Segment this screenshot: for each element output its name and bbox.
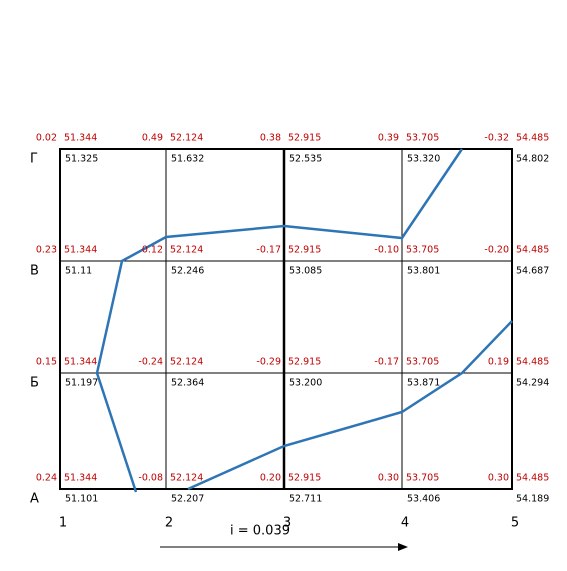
- work-mark: 0.19: [488, 357, 509, 368]
- natural-elevation: 51.11: [65, 266, 92, 277]
- work-mark: 0.24: [36, 473, 57, 484]
- column-label: 3: [283, 516, 291, 531]
- design-elevation: 51.344: [64, 473, 97, 484]
- design-elevation: 54.485: [516, 245, 549, 256]
- design-elevation: 54.485: [516, 357, 549, 368]
- design-elevation: 54.485: [516, 133, 549, 144]
- design-elevation: 51.344: [64, 133, 97, 144]
- natural-elevation: 52.364: [171, 378, 204, 389]
- natural-elevation: 53.200: [289, 378, 322, 389]
- row-label: А: [30, 492, 39, 507]
- design-elevation: 52.915: [288, 133, 321, 144]
- natural-elevation: 53.871: [407, 378, 440, 389]
- natural-elevation: 52.246: [171, 266, 204, 277]
- design-elevation: 53.705: [406, 245, 439, 256]
- natural-elevation: 52.535: [289, 154, 322, 165]
- design-elevation: 54.485: [516, 473, 549, 484]
- design-elevation: 53.705: [406, 357, 439, 368]
- work-mark: 0.38: [260, 133, 281, 144]
- design-elevation: 53.705: [406, 473, 439, 484]
- work-mark: 0.20: [260, 473, 281, 484]
- natural-elevation: 54.687: [516, 266, 549, 277]
- work-mark: -0.20: [484, 245, 509, 256]
- design-elevation: 52.915: [288, 245, 321, 256]
- row-label: Б: [30, 376, 39, 391]
- design-elevation: 53.705: [406, 133, 439, 144]
- work-mark: 0.39: [378, 133, 399, 144]
- natural-elevation: 54.189: [516, 494, 549, 505]
- arrow-head: [398, 543, 408, 551]
- grid: [59, 148, 513, 490]
- work-mark: 0.49: [142, 133, 163, 144]
- column-label: 1: [59, 516, 67, 531]
- slope-label: i = 0.039: [230, 524, 290, 539]
- work-mark: 0.12: [142, 245, 163, 256]
- work-mark: -0.29: [256, 357, 281, 368]
- design-elevation: 51.344: [64, 357, 97, 368]
- work-mark: 0.30: [378, 473, 399, 484]
- column-label: 5: [511, 516, 519, 531]
- work-mark: -0.32: [484, 133, 509, 144]
- work-mark: -0.10: [374, 245, 399, 256]
- natural-elevation: 53.406: [407, 494, 440, 505]
- work-mark: -0.17: [374, 357, 399, 368]
- natural-elevation: 52.711: [289, 494, 322, 505]
- work-mark: 0.15: [36, 357, 57, 368]
- natural-elevation: 53.085: [289, 266, 322, 277]
- natural-elevation: 53.801: [407, 266, 440, 277]
- zero-line: [187, 320, 513, 491]
- natural-elevation: 54.294: [516, 378, 549, 389]
- natural-elevation: 51.325: [65, 154, 98, 165]
- design-elevation: 52.124: [170, 133, 203, 144]
- natural-elevation: 54.802: [516, 154, 549, 165]
- natural-elevation: 51.632: [171, 154, 204, 165]
- design-elevation: 52.915: [288, 357, 321, 368]
- natural-elevation: 53.320: [407, 154, 440, 165]
- work-mark: 0.30: [488, 473, 509, 484]
- design-elevation: 52.124: [170, 473, 203, 484]
- column-label: 4: [401, 516, 409, 531]
- row-label: В: [30, 264, 39, 279]
- design-elevation: 51.344: [64, 245, 97, 256]
- design-elevation: 52.124: [170, 245, 203, 256]
- natural-elevation: 52.207: [171, 494, 204, 505]
- design-elevation: 52.915: [288, 473, 321, 484]
- work-mark: -0.08: [138, 473, 163, 484]
- column-label: 2: [165, 516, 173, 531]
- grid-border: [59, 148, 513, 490]
- work-mark: -0.24: [138, 357, 163, 368]
- row-label: Г: [30, 152, 38, 167]
- design-elevation: 52.124: [170, 357, 203, 368]
- zero-line: [95, 148, 464, 493]
- work-mark: -0.17: [256, 245, 281, 256]
- natural-elevation: 51.197: [65, 378, 98, 389]
- work-mark: 0.23: [36, 245, 57, 256]
- work-mark: 0.02: [36, 133, 57, 144]
- natural-elevation: 51.101: [65, 494, 98, 505]
